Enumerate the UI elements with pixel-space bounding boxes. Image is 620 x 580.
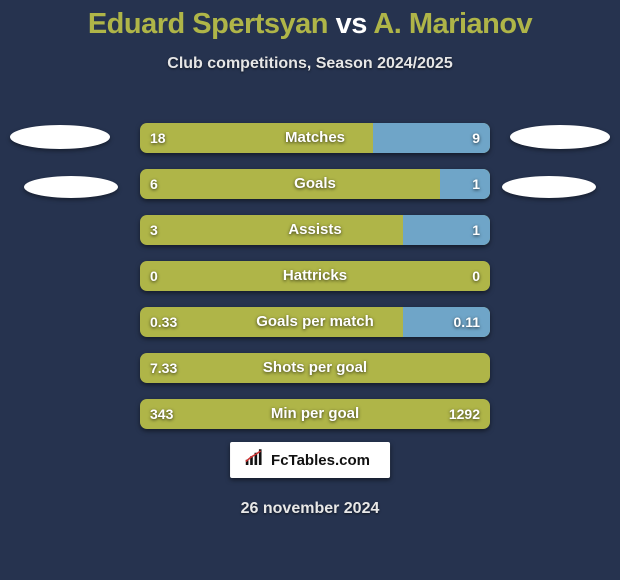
source-badge-text: FcTables.com <box>271 452 370 469</box>
stat-row: Assists3 1 <box>140 215 490 245</box>
vs-separator: vs <box>336 8 367 40</box>
stat-label: Min per goal <box>140 399 490 429</box>
player2-name: A. Marianov <box>373 8 532 40</box>
stat-value-left: 7.33 <box>150 353 177 383</box>
stat-value-right: 9 <box>472 123 480 153</box>
comparison-title: Eduard Spertsyan vs A. Marianov <box>0 0 620 41</box>
player2-photo-placeholder <box>510 125 610 149</box>
stat-value-left: 0.33 <box>150 307 177 337</box>
stat-label: Goals <box>140 169 490 199</box>
stat-value-right: 1292 <box>449 399 480 429</box>
stat-label: Shots per goal <box>140 353 490 383</box>
subtitle: Club competitions, Season 2024/2025 <box>0 55 620 73</box>
player1-photo-placeholder <box>10 125 110 149</box>
player2-club-placeholder <box>502 176 596 198</box>
chart-icon <box>244 449 265 471</box>
snapshot-date: 26 november 2024 <box>0 500 620 518</box>
stat-label: Matches <box>140 123 490 153</box>
stat-value-left: 6 <box>150 169 158 199</box>
source-badge: FcTables.com <box>230 442 390 478</box>
stat-value-right: 1 <box>472 169 480 199</box>
stat-row: Goals6 1 <box>140 169 490 199</box>
stat-label: Hattricks <box>140 261 490 291</box>
stat-row: Matches18 9 <box>140 123 490 153</box>
stat-row: Hattricks0 0 <box>140 261 490 291</box>
stat-value-right: 0 <box>472 261 480 291</box>
stat-label: Assists <box>140 215 490 245</box>
player1-club-placeholder <box>24 176 118 198</box>
stat-row: Goals per match0.33 0.11 <box>140 307 490 337</box>
stat-value-right: 0.11 <box>454 307 480 337</box>
player1-name: Eduard Spertsyan <box>88 8 328 40</box>
stat-value-left: 3 <box>150 215 158 245</box>
stat-label: Goals per match <box>140 307 490 337</box>
stat-value-left: 0 <box>150 261 158 291</box>
stat-value-left: 18 <box>150 123 166 153</box>
stat-value-left: 343 <box>150 399 173 429</box>
comparison-chart: Matches189Goals61Assists31Hattricks00Goa… <box>140 123 490 445</box>
stat-value-right: 1 <box>472 215 480 245</box>
stat-row: Shots per goal7.33 <box>140 353 490 383</box>
stat-row: Min per goal343 1292 <box>140 399 490 429</box>
